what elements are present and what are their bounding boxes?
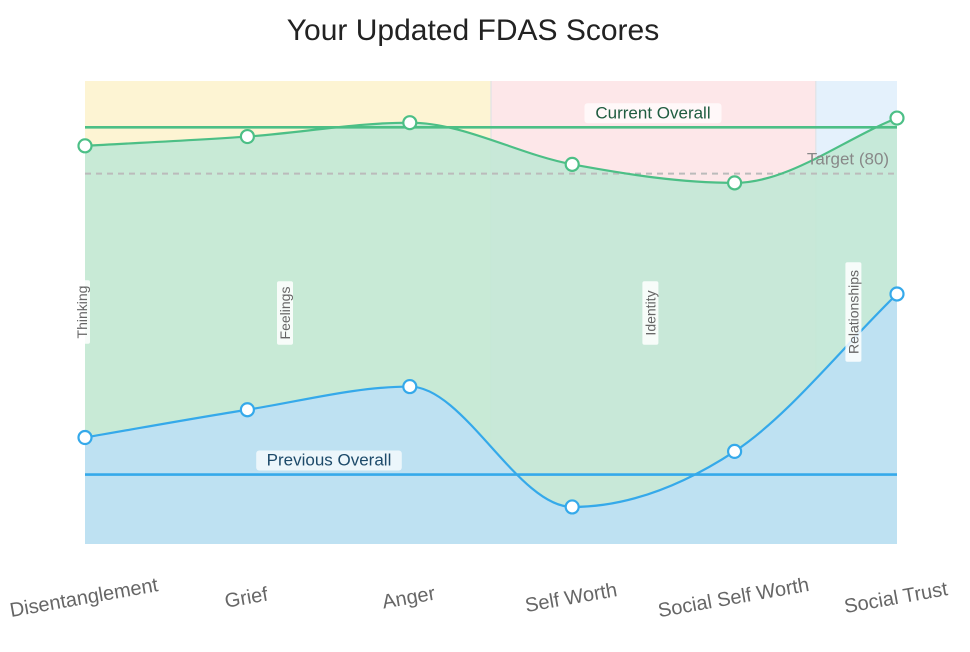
point-previous-social-trust[interactable] [889,286,905,302]
band-label-thinking: Thinking [74,286,90,339]
x-tick-self-worth: Self Worth [523,579,618,617]
band-label-group-relationships: Relationships [845,262,862,362]
ref-label-previous-overall: Previous Overall [267,451,392,470]
band-label-relationships: Relationships [845,270,861,354]
band-label-bg [845,262,862,362]
point-previous-grief[interactable] [239,402,255,418]
x-tick-social-trust: Social Trust [843,578,950,618]
point-previous-disentanglement[interactable] [77,429,93,446]
ref-label-current-overall: Current Overall [595,103,710,122]
reference-labels: Current Overall Target (80) Previous Overa… [256,103,889,471]
point-current-social-self-worth[interactable] [726,175,743,191]
x-tick-anger: Anger [381,583,438,614]
band-label-group-feelings: Feelings [277,281,293,345]
point-previous-anger[interactable] [402,378,418,395]
chart-title: Your Updated FDAS Scores [287,14,659,47]
point-current-grief[interactable] [239,128,255,145]
band-label-bg [74,280,90,344]
series-areas [85,118,897,544]
band-label-group-thinking: Thinking [74,280,90,344]
x-tick-grief: Grief [223,583,270,612]
point-current-social-trust[interactable] [889,110,905,126]
reference-lines [85,126,897,476]
point-previous-self-worth[interactable] [564,499,580,515]
data-points [77,110,905,515]
band-label-feelings: Feelings [277,287,293,340]
band-label-group-identity: Identity [642,281,659,345]
area-previous [85,293,897,544]
band-labels: Thinking Feelings Identity Relationships [74,262,862,362]
point-previous-social-self-worth[interactable] [726,443,743,459]
x-tick-disentanglement: Disentanglement [8,574,160,622]
point-current-self-worth[interactable] [564,156,580,172]
x-tick-social-self-worth: Social Self Worth [656,574,811,622]
ref-label-bg-current-overall [584,103,722,124]
band-label-bg [642,281,659,345]
ref-label-bg-previous-overall [256,450,402,471]
point-current-disentanglement[interactable] [77,138,93,154]
ref-label-target-80: Target (80) [807,150,889,169]
series-line-current [84,117,898,184]
band-label-identity: Identity [642,290,658,335]
band-label-bg [277,281,293,345]
point-current-anger[interactable] [402,115,418,131]
x-axis-ticks: Disentanglement Grief Anger Self Worth Socia… [8,574,950,622]
